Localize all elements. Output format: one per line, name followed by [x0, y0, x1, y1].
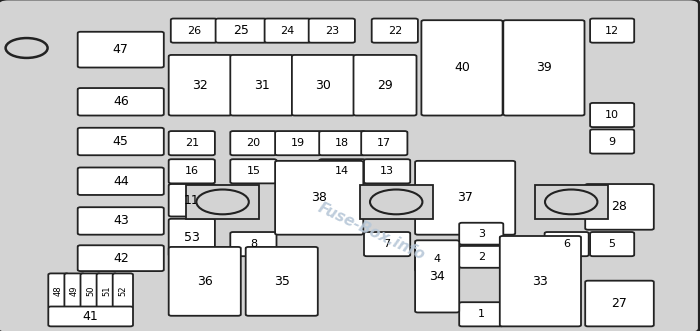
Text: 26: 26	[187, 25, 201, 36]
Text: 29: 29	[377, 79, 393, 92]
Text: 32: 32	[193, 79, 208, 92]
FancyBboxPatch shape	[230, 159, 276, 183]
FancyBboxPatch shape	[78, 245, 164, 271]
Text: 30: 30	[316, 79, 331, 92]
FancyBboxPatch shape	[169, 184, 215, 216]
Circle shape	[197, 190, 248, 214]
FancyBboxPatch shape	[415, 161, 515, 235]
FancyBboxPatch shape	[275, 161, 363, 235]
FancyBboxPatch shape	[265, 19, 311, 43]
FancyBboxPatch shape	[78, 32, 164, 68]
FancyBboxPatch shape	[78, 88, 164, 116]
Text: 38: 38	[312, 191, 327, 204]
FancyBboxPatch shape	[415, 240, 459, 312]
FancyBboxPatch shape	[169, 247, 241, 316]
Text: 49: 49	[70, 285, 79, 296]
FancyBboxPatch shape	[275, 131, 321, 155]
Text: 50: 50	[86, 285, 95, 296]
Text: 53: 53	[184, 231, 199, 244]
FancyBboxPatch shape	[216, 19, 267, 43]
Text: 37: 37	[457, 191, 473, 204]
Text: 51: 51	[102, 285, 111, 296]
FancyBboxPatch shape	[545, 232, 589, 256]
FancyBboxPatch shape	[459, 246, 503, 268]
FancyBboxPatch shape	[590, 19, 634, 43]
Text: 40: 40	[454, 61, 470, 74]
FancyBboxPatch shape	[78, 167, 164, 195]
FancyBboxPatch shape	[246, 247, 318, 316]
Text: 47: 47	[113, 43, 129, 56]
FancyBboxPatch shape	[169, 159, 215, 183]
FancyBboxPatch shape	[590, 129, 634, 154]
Circle shape	[370, 190, 422, 214]
FancyBboxPatch shape	[169, 131, 215, 155]
FancyBboxPatch shape	[113, 273, 133, 307]
Text: 43: 43	[113, 214, 129, 227]
Text: 20: 20	[246, 138, 260, 148]
FancyBboxPatch shape	[64, 273, 85, 307]
Text: 14: 14	[335, 166, 349, 176]
Text: 19: 19	[291, 138, 305, 148]
FancyBboxPatch shape	[364, 159, 410, 183]
FancyBboxPatch shape	[48, 307, 133, 326]
FancyBboxPatch shape	[230, 232, 276, 256]
Text: 34: 34	[429, 270, 445, 283]
Text: 9: 9	[608, 136, 616, 147]
Text: 27: 27	[612, 297, 627, 310]
FancyBboxPatch shape	[590, 103, 634, 127]
FancyBboxPatch shape	[230, 55, 293, 116]
FancyBboxPatch shape	[169, 55, 232, 116]
FancyBboxPatch shape	[292, 55, 355, 116]
Text: 24: 24	[281, 25, 295, 36]
Text: 52: 52	[118, 285, 127, 296]
FancyBboxPatch shape	[230, 131, 276, 155]
Text: 11: 11	[184, 194, 199, 207]
FancyBboxPatch shape	[78, 207, 164, 235]
FancyBboxPatch shape	[590, 232, 634, 256]
Text: 22: 22	[388, 25, 402, 36]
Text: Fuse-Box.info: Fuse-Box.info	[315, 200, 427, 263]
Text: 10: 10	[605, 110, 619, 120]
FancyBboxPatch shape	[319, 131, 365, 155]
FancyBboxPatch shape	[319, 159, 365, 183]
Text: 7: 7	[384, 239, 391, 249]
Text: 16: 16	[185, 166, 199, 176]
Text: 1: 1	[477, 309, 484, 319]
FancyBboxPatch shape	[500, 236, 581, 326]
Text: 6: 6	[563, 239, 570, 249]
Text: 8: 8	[250, 239, 257, 249]
FancyBboxPatch shape	[186, 185, 259, 219]
FancyBboxPatch shape	[169, 219, 215, 256]
Text: 42: 42	[113, 252, 129, 265]
FancyBboxPatch shape	[80, 273, 101, 307]
FancyBboxPatch shape	[97, 273, 117, 307]
FancyBboxPatch shape	[535, 185, 608, 219]
FancyBboxPatch shape	[354, 55, 416, 116]
FancyBboxPatch shape	[503, 20, 584, 116]
Text: 45: 45	[113, 135, 129, 148]
Text: 12: 12	[605, 25, 620, 36]
Text: 5: 5	[608, 239, 616, 249]
Text: 15: 15	[246, 166, 260, 176]
Text: 17: 17	[377, 138, 391, 148]
FancyBboxPatch shape	[415, 247, 459, 271]
FancyBboxPatch shape	[372, 19, 418, 43]
Text: 4: 4	[433, 254, 441, 264]
Text: 39: 39	[536, 61, 552, 74]
FancyBboxPatch shape	[459, 223, 503, 245]
FancyBboxPatch shape	[309, 19, 355, 43]
Text: 41: 41	[83, 310, 99, 323]
FancyBboxPatch shape	[360, 185, 433, 219]
FancyBboxPatch shape	[78, 128, 164, 155]
FancyBboxPatch shape	[361, 131, 407, 155]
Text: 35: 35	[274, 275, 290, 288]
Circle shape	[545, 190, 597, 214]
Text: 44: 44	[113, 175, 129, 188]
Text: 31: 31	[254, 79, 270, 92]
Text: 13: 13	[380, 166, 394, 176]
Text: 48: 48	[54, 285, 63, 296]
Text: 25: 25	[233, 24, 249, 37]
FancyBboxPatch shape	[459, 302, 503, 326]
FancyBboxPatch shape	[364, 232, 410, 256]
